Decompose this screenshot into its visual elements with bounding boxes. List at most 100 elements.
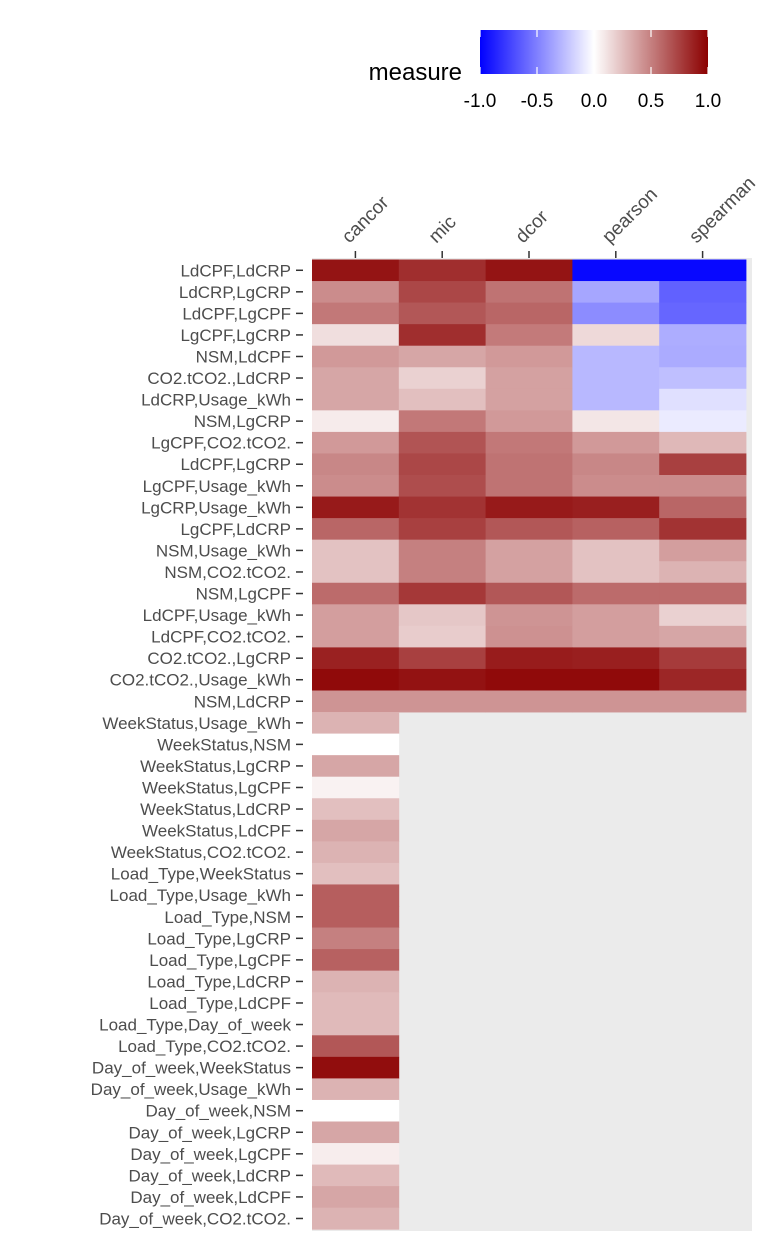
heatmap-cell xyxy=(659,324,747,347)
heatmap-cell xyxy=(659,302,747,325)
y-axis-label: LgCRP,Usage_kWh xyxy=(141,498,291,517)
heatmap-cell xyxy=(312,625,400,648)
heatmap-cell xyxy=(659,561,747,584)
heatmap-cell xyxy=(572,324,660,347)
heatmap-cell xyxy=(485,604,573,627)
heatmap-cell xyxy=(398,475,486,497)
heatmap-cell xyxy=(572,539,660,562)
heatmap-cell xyxy=(659,431,747,454)
y-axis: LdCPF,LdCRP LdCRP,LgCRP LdCPF,LgCPF LgCPF,L… xyxy=(91,261,303,1228)
heatmap-cell xyxy=(659,475,747,497)
legend-title: measure xyxy=(369,59,462,86)
heatmap-cell xyxy=(312,647,400,670)
heatmap-cell xyxy=(312,690,400,713)
heatmap-cell xyxy=(312,582,400,605)
heatmap-cell xyxy=(312,949,400,972)
y-axis-label: CO2.tCO2.,LdCRP xyxy=(147,369,291,388)
y-axis-label: WeekStatus,LdCPF xyxy=(142,822,291,841)
heatmap-cell xyxy=(312,1143,400,1165)
heatmap-cell xyxy=(312,733,400,756)
y-axis-label: WeekStatus,LgCRP xyxy=(140,757,291,776)
heatmap-cell xyxy=(312,496,400,519)
heatmap-cell xyxy=(398,410,486,433)
heatmap-cell xyxy=(398,582,486,605)
heatmap-cell xyxy=(398,496,486,519)
heatmap-cell xyxy=(485,647,573,670)
y-axis-label: NSM,LdCRP xyxy=(194,692,291,711)
heatmap-cell xyxy=(312,410,400,433)
heatmap-cell xyxy=(659,625,747,648)
y-axis-label: Load_Type,Day_of_week xyxy=(99,1016,291,1035)
heatmap-cell xyxy=(659,496,747,519)
heatmap-cell xyxy=(312,668,400,691)
heatmap-cell xyxy=(572,690,660,713)
heatmap-cell xyxy=(312,604,400,627)
heatmap-cell xyxy=(485,539,573,562)
heatmap-cell xyxy=(312,539,400,562)
legend: measure -1.0 -0.5 0.0 0.5 1.0 xyxy=(369,30,721,112)
heatmap-cell xyxy=(398,431,486,454)
heatmap-cell xyxy=(485,431,573,454)
heatmap-cell xyxy=(312,1099,400,1122)
heatmap-cell xyxy=(398,604,486,627)
x-axis-label: cancor xyxy=(338,192,394,248)
y-axis-label: NSM,LgCPF xyxy=(196,585,291,604)
x-axis: cancor mic dcor pearson spearman xyxy=(338,173,760,258)
heatmap-cell xyxy=(398,281,486,303)
heatmap-cell xyxy=(312,453,400,476)
y-axis-label: NSM,Usage_kWh xyxy=(156,541,291,560)
heatmap-cell xyxy=(312,1186,400,1209)
heatmap-cell xyxy=(312,367,400,390)
heatmap-cell xyxy=(312,862,400,885)
y-axis-label: Day_of_week,Usage_kWh xyxy=(91,1080,291,1099)
y-axis-label: LgCPF,CO2.tCO2. xyxy=(151,434,291,453)
heatmap-cell xyxy=(398,625,486,648)
heatmap-cell xyxy=(312,992,400,1015)
heatmap-cell xyxy=(485,561,573,584)
heatmap-cell xyxy=(485,475,573,497)
y-axis-label: LgCPF,LgCRP xyxy=(180,326,291,345)
heatmap-cell xyxy=(659,388,747,411)
heatmap-cell xyxy=(398,345,486,368)
y-axis-label: Load_Type,CO2.tCO2. xyxy=(118,1037,291,1056)
heatmap-cells xyxy=(312,259,747,1230)
heatmap-cell xyxy=(398,453,486,476)
heatmap-cell xyxy=(485,668,573,691)
heatmap-cell xyxy=(398,561,486,584)
heatmap-cell xyxy=(659,668,747,691)
x-axis-label: pearson xyxy=(598,184,661,247)
heatmap-cell xyxy=(485,625,573,648)
heatmap-cell xyxy=(485,582,573,605)
heatmap-cell xyxy=(485,302,573,325)
heatmap-cell xyxy=(485,453,573,476)
heatmap-cell xyxy=(312,259,400,282)
heatmap-cell xyxy=(398,367,486,390)
heatmap-cell xyxy=(572,604,660,627)
y-axis-label: NSM,LdCPF xyxy=(196,347,291,366)
heatmap-cell xyxy=(572,367,660,390)
heatmap-cell xyxy=(572,582,660,605)
heatmap-cell xyxy=(659,259,747,282)
heatmap-cell xyxy=(312,431,400,454)
y-axis-label: Load_Type,LdCRP xyxy=(147,972,291,991)
heatmap-cell xyxy=(485,367,573,390)
heatmap-cell xyxy=(659,582,747,605)
heatmap-cell xyxy=(485,496,573,519)
x-axis-label: mic xyxy=(425,212,461,248)
y-axis-label: WeekStatus,CO2.tCO2. xyxy=(111,843,291,862)
heatmap-cell xyxy=(398,690,486,713)
y-axis-label: Load_Type,LgCRP xyxy=(147,929,291,948)
heatmap-cell xyxy=(312,1207,400,1230)
heatmap-cell xyxy=(659,539,747,562)
heatmap-cell xyxy=(312,884,400,907)
heatmap-cell xyxy=(572,561,660,584)
y-axis-label: Day_of_week,NSM xyxy=(145,1102,291,1121)
heatmap-cell xyxy=(572,475,660,497)
heatmap-cell xyxy=(312,388,400,411)
y-axis-label: WeekStatus,NSM xyxy=(157,735,291,754)
legend-tick-label: 1.0 xyxy=(695,91,721,112)
y-axis-label: Day_of_week,LdCPF xyxy=(130,1188,291,1207)
heatmap-cell xyxy=(398,324,486,347)
heatmap-cell xyxy=(572,453,660,476)
